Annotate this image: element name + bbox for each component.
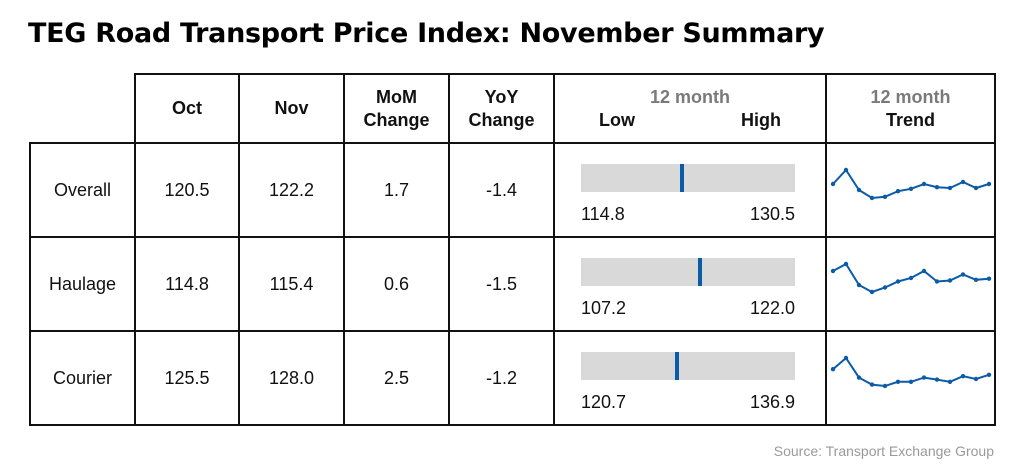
trend-point [986,276,992,281]
range-bar [581,352,795,380]
nov-value: 122.2 [238,142,345,238]
trend-point [830,181,836,187]
header-range-low: Low [599,109,635,130]
trend-point [856,187,862,193]
row-label: Overall [29,142,136,238]
trend-cell [825,142,996,238]
row-label: Courier [29,330,136,426]
header-yoy-line2: Change [468,109,535,130]
range-high-value: 136.9 [749,392,795,412]
header-trend-bottom: Trend [885,109,935,130]
trend-point [921,375,927,380]
summary-table: Oct Nov MoM Change YoY Change 12 month L… [29,73,996,426]
trend-point [934,185,940,190]
range-marker [697,258,702,286]
trend-point [973,376,979,382]
nov-value: 128.0 [238,330,345,426]
table-row: Haulage 114.8 115.4 0.6 -1.5 107.2 122.0 [29,236,996,332]
trend-point [960,272,966,277]
range-high-value: 130.5 [749,204,795,224]
mom-value: 1.7 [343,142,450,238]
sparkline [830,261,992,295]
header-yoy: YoY Change [448,73,555,144]
trend-point [986,181,992,187]
trend-point [843,167,849,173]
sparkline [830,167,992,201]
range-high-value: 122.0 [749,298,795,318]
header-yoy-line1: YoY [484,86,519,107]
trend-point [843,261,849,267]
source-note: Source: Transport Exchange Group [773,443,994,459]
range-cell: 114.8 130.5 [553,142,827,238]
trend-point [960,179,966,185]
header-mom-line2: Change [363,109,430,130]
trend-point [830,268,836,274]
range-cell: 107.2 122.0 [553,236,827,332]
trend-point [895,379,901,384]
trend-point [986,372,992,377]
oct-value: 114.8 [134,236,240,332]
trend-point [895,279,901,284]
row-label: Haulage [29,236,136,332]
trend-point [869,195,875,201]
range-cell: 120.7 136.9 [553,330,827,426]
trend-cell [825,330,996,426]
trend-point [856,375,862,380]
trend-point [908,186,914,191]
oct-value: 120.5 [134,142,240,238]
trend-point [934,377,940,382]
header-range-top: 12 month [649,86,730,107]
range-marker [679,164,684,192]
trend-point [908,379,914,384]
trend-cell [825,236,996,332]
trend-point [843,355,849,361]
trend-point [947,185,953,191]
table-row: Overall 120.5 122.2 1.7 -1.4 114.8 130.5 [29,142,996,238]
range-low-value: 114.8 [581,204,625,224]
trend-point [973,185,979,191]
trend-point [869,289,875,295]
sparkline [830,355,992,389]
mom-value: 0.6 [343,236,450,332]
trend-point [882,285,888,290]
range-low-value: 120.7 [581,392,627,412]
trend-point [973,277,979,282]
range-bar [581,164,795,192]
yoy-value: -1.5 [448,236,555,332]
range-marker [675,352,680,380]
yoy-value: -1.2 [448,330,555,426]
trend-point [947,278,953,283]
trend-point [830,367,836,372]
mom-value: 2.5 [343,330,450,426]
header-trend: 12 month Trend [825,73,996,144]
header-oct: Oct [134,73,240,144]
header-blank-cell [30,74,136,144]
header-range-high: High [741,109,781,130]
trend-point [921,268,927,274]
trend-point [882,194,888,199]
header-mom-line1: MoM [376,86,417,107]
trend-point [934,279,940,284]
trend-point [882,383,888,389]
trend-point [856,282,862,288]
range-bar [581,258,795,286]
page-title: TEG Road Transport Price Index: November… [28,18,825,49]
trend-point [869,382,875,387]
nov-value: 115.4 [238,236,345,332]
range-low-value: 107.2 [581,298,627,318]
trend-point [947,379,953,384]
header-nov: Nov [238,73,345,144]
header-trend-top: 12 month [870,86,951,107]
trend-point [960,374,966,379]
yoy-value: -1.4 [448,142,555,238]
header-row: Oct Nov MoM Change YoY Change 12 month L… [30,73,996,144]
trend-point [908,275,914,281]
oct-value: 125.5 [134,330,240,426]
header-range: 12 month Low High [553,73,827,144]
table-row: Courier 125.5 128.0 2.5 -1.2 120.7 136.9 [29,330,996,426]
trend-line [832,168,990,200]
trend-point [895,189,901,194]
trend-point [921,181,927,187]
header-mom: MoM Change [343,73,450,144]
